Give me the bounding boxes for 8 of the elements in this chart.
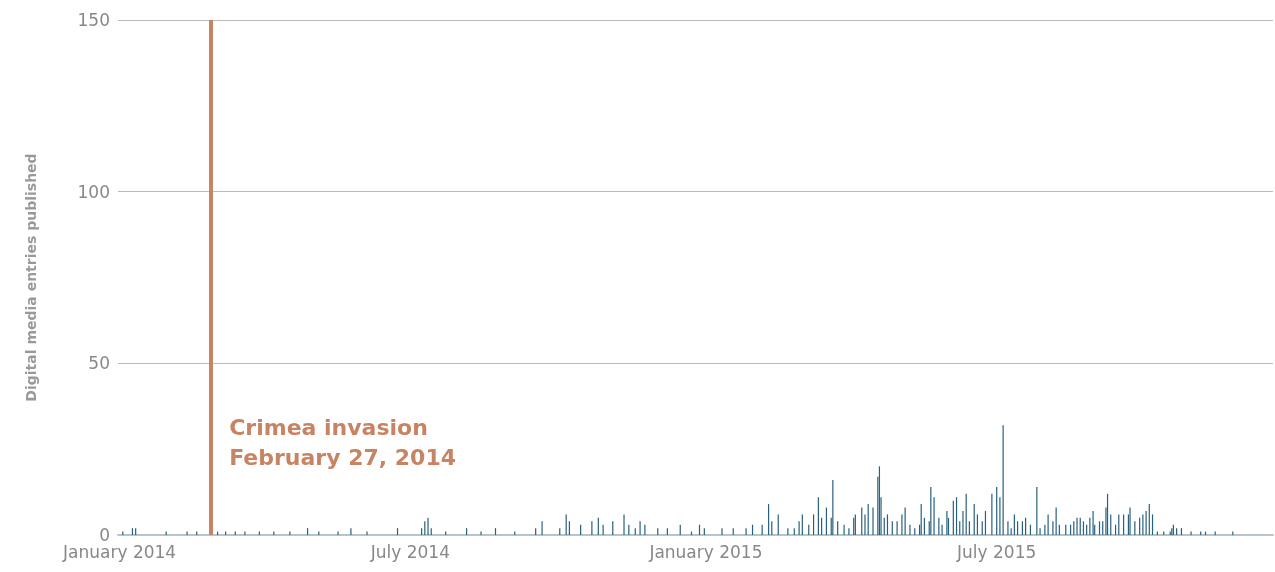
x-tick-label: July 2015: [956, 541, 1037, 562]
x-tick-label: July 2014: [369, 541, 450, 562]
ref-line-label: Crimea invasion February 27, 2014: [229, 414, 457, 470]
x-tick-label: January 2015: [648, 541, 763, 562]
y-tick-label: 50: [88, 353, 110, 374]
y-axis-title: Digital media entries published: [23, 153, 39, 402]
y-tick-label: 100: [77, 181, 110, 202]
y-tick-label: 150: [77, 10, 110, 30]
